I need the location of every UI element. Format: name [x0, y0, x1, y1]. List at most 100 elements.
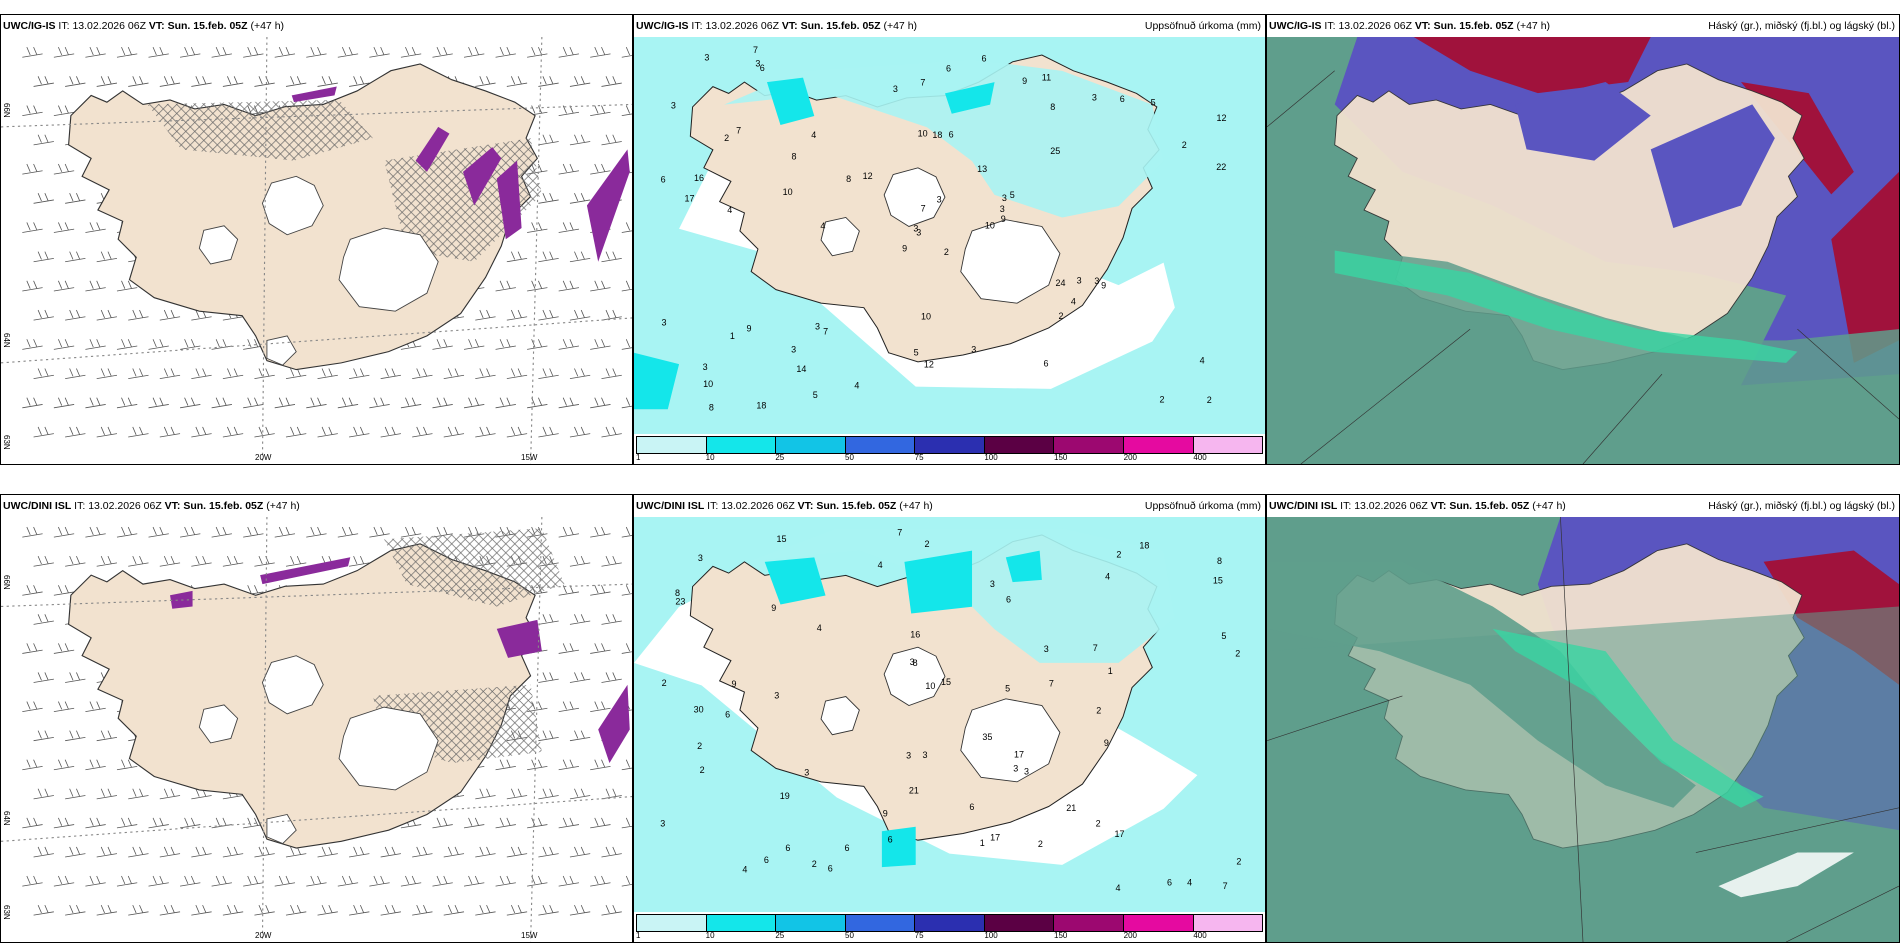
- precip-value-label: 5: [1010, 190, 1015, 200]
- wind-barb: [148, 46, 169, 58]
- wind-barb: [621, 643, 632, 654]
- wind-barb: [621, 397, 632, 409]
- model-name: UWC/IG-IS: [3, 20, 56, 32]
- lead-time: (+47 h): [883, 20, 918, 32]
- precip-value-label: 9: [747, 324, 752, 334]
- precip-value-label: 10: [921, 311, 931, 321]
- precip-value-label: 5: [1221, 631, 1226, 641]
- wind-barb: [538, 614, 559, 625]
- wind-barb: [128, 76, 149, 87]
- precip-value-label: 7: [1049, 679, 1054, 689]
- wind-barb: [527, 817, 548, 829]
- wind-barb: [495, 280, 516, 292]
- precip-labels: 2278866616181597239191730352121171586101…: [660, 528, 1241, 893]
- wind-barb: [506, 788, 528, 800]
- wind-barb: [538, 193, 559, 204]
- wind-barb: [22, 105, 43, 117]
- precip-value-label: 6: [1167, 877, 1172, 887]
- precip-value-label: 6: [844, 843, 849, 853]
- wind-barb: [53, 759, 75, 771]
- wind-barb: [412, 368, 433, 379]
- wind-barb: [621, 46, 632, 58]
- wind-barb: [506, 426, 528, 438]
- legend-swatch: [637, 437, 707, 453]
- wind-barb: [53, 817, 75, 829]
- wind-barb: [317, 76, 338, 87]
- wind-barb: [33, 730, 54, 742]
- precip-value-label: 4: [742, 865, 747, 875]
- legend-swatch: [1193, 437, 1263, 453]
- wind-barb: [590, 163, 611, 175]
- legend-swatch: [1054, 915, 1124, 931]
- model-name: UWC/DINI ISL: [636, 500, 705, 512]
- precip-value-label: 10: [925, 681, 935, 691]
- precip-value-label: 3: [755, 58, 760, 68]
- precip-value-label: 25: [1050, 146, 1060, 156]
- precip-value-label: 5: [813, 390, 818, 400]
- vt-label: VT:: [1414, 20, 1431, 32]
- wind-barb: [211, 46, 232, 58]
- legend-tick-label: 400: [1193, 931, 1207, 940]
- wind-barb: [463, 875, 485, 887]
- legend-tick-label: 10: [705, 931, 715, 940]
- lat-label-66: 66N: [2, 575, 11, 590]
- wind-barb: [96, 426, 118, 438]
- wind-barb: [601, 788, 622, 800]
- wind-barb: [538, 134, 559, 146]
- precip-value-label: 3: [893, 84, 898, 94]
- precip-value-label: 13: [977, 164, 987, 174]
- wind-barb: [191, 555, 212, 567]
- wind-barb: [590, 526, 611, 538]
- model-name: UWC/IG-IS: [1269, 20, 1322, 32]
- wind-barb: [463, 46, 485, 58]
- wind-barb: [590, 46, 611, 58]
- init-time: 13.02.2026 06Z: [1354, 500, 1428, 512]
- panel-cloud-dini: UWC/DINI ISL IT: 13.02.2026 06Z VT: Sun.…: [1266, 494, 1900, 943]
- precip-value-label: 24: [1056, 278, 1066, 288]
- wind-barb: [285, 904, 307, 916]
- wind-barb: [159, 904, 181, 916]
- wind-barb: [53, 701, 75, 712]
- precip-value-label: 23: [675, 597, 685, 607]
- wind-barb: [475, 76, 496, 87]
- wind-barb: [180, 875, 201, 887]
- wind-barb: [53, 46, 75, 58]
- wind-map: [1, 37, 632, 464]
- wind-barb: [211, 397, 232, 409]
- wind-barb: [590, 875, 611, 887]
- wind-barb: [506, 904, 528, 916]
- precip-value-label: 7: [753, 45, 758, 55]
- panel-wind-dini: UWC/DINI ISL IT: 13.02.2026 06Z VT: Sun.…: [0, 494, 633, 943]
- legend-swatch: [915, 437, 985, 453]
- precip-value-label: 30: [694, 705, 704, 715]
- wind-barb: [222, 555, 244, 567]
- wind-barb: [96, 788, 118, 800]
- wind-barb: [33, 614, 54, 625]
- wind-barb: [475, 788, 496, 800]
- wind-barb: [380, 846, 401, 858]
- precip-value-label: 3: [791, 345, 796, 355]
- init-time: 13.02.2026 06Z: [72, 20, 146, 32]
- precip-value-label: 11: [1042, 72, 1051, 82]
- wind-barb: [569, 904, 591, 916]
- wind-barb: [601, 76, 622, 87]
- lat-label-63: 63N: [2, 905, 11, 920]
- precip-value-label: 35: [982, 732, 992, 742]
- wind-barb: [569, 672, 591, 683]
- precip-value-label: 1: [980, 838, 985, 848]
- precip-value-label: 7: [823, 327, 828, 337]
- wind-barb: [558, 759, 580, 771]
- wind-barb: [65, 251, 86, 263]
- wind-barb: [85, 280, 106, 292]
- precip-value-label: 2: [1236, 857, 1241, 867]
- lat-label-66: 66N: [2, 103, 11, 118]
- panel-header: UWC/IG-IS IT: 13.02.2026 06Z VT: Sun. 15…: [1267, 15, 1899, 37]
- wind-barb: [337, 46, 359, 58]
- wind-barb: [369, 46, 390, 58]
- wind-barb: [222, 846, 244, 858]
- wind-barb: [527, 222, 548, 233]
- precip-value-label: 6: [764, 855, 769, 865]
- wind-barb: [65, 193, 86, 204]
- wind-barb: [621, 105, 632, 117]
- wind-barb: [590, 759, 611, 771]
